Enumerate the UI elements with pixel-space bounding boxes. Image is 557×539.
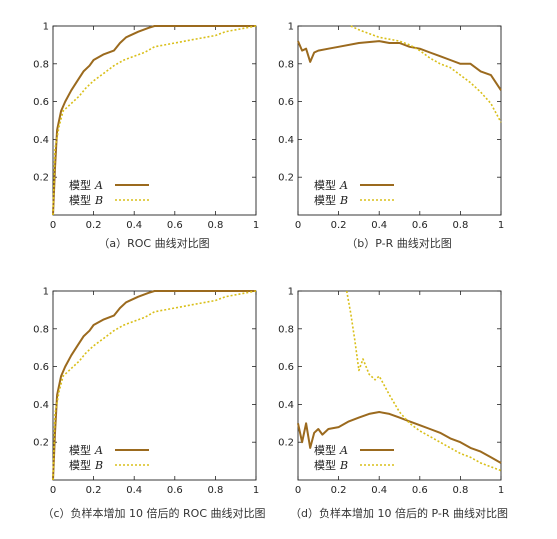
legend-variable: A — [339, 444, 348, 457]
y-tick-label: 0.2 — [278, 438, 294, 449]
x-tick-label: 0.8 — [452, 220, 468, 231]
x-tick-label: 0 — [50, 220, 56, 231]
y-tick-label: 0.4 — [33, 400, 49, 411]
legend-variable: A — [94, 444, 103, 457]
y-tick-label: 0.6 — [33, 97, 49, 108]
y-tick-label: 1 — [43, 287, 49, 298]
series-line-a — [297, 40, 502, 91]
y-tick-label: 0.8 — [278, 324, 294, 335]
y-tick-label: 0.2 — [33, 173, 49, 184]
x-tick-label: 0.2 — [331, 485, 347, 496]
x-tick-label: 1 — [498, 220, 504, 231]
series-line-b — [52, 290, 257, 481]
x-tick-label: 0.6 — [167, 220, 183, 231]
x-tick-label: 0.4 — [126, 220, 142, 231]
chart-panel-3: 0 0.2 0.4 0.6 0.8 1 0.2 0.4 0.6 0.8 1 模型 A模型 B （d）负样本增… — [278, 287, 508, 521]
x-tick-label: 0.8 — [452, 485, 468, 496]
legend-text: 模型 — [314, 458, 336, 472]
legend-variable: A — [94, 179, 103, 192]
y-tick-label: 0.6 — [278, 362, 294, 373]
y-tick-label: 1 — [288, 22, 294, 33]
series-line-b — [350, 25, 502, 123]
y-tick-label: 0.8 — [33, 59, 49, 70]
legend-label-1: 模型 B — [69, 193, 103, 207]
legend-variable: B — [339, 194, 348, 207]
legend-text: 模型 — [314, 178, 336, 192]
x-tick-label: 1 — [253, 485, 259, 496]
legend-text: 模型 — [69, 178, 91, 192]
panel-caption: （b）P-R 曲线对比图 — [346, 236, 451, 250]
legend-text: 模型 — [69, 193, 91, 207]
series-line-b — [52, 25, 257, 216]
x-tick-label: 0.6 — [412, 485, 428, 496]
legend-label-1: 模型 B — [69, 458, 103, 472]
x-tick-label: 0 — [295, 220, 301, 231]
x-tick-label: 0 — [295, 485, 301, 496]
x-tick-label: 0.2 — [86, 485, 102, 496]
y-tick-label: 1 — [43, 22, 49, 33]
x-tick-label: 0.8 — [207, 220, 223, 231]
x-tick-label: 0.2 — [86, 220, 102, 231]
y-tick-label: 0.4 — [33, 135, 49, 146]
legend-variable: A — [339, 179, 348, 192]
plot-frame — [297, 290, 502, 481]
y-tick-label: 0.2 — [278, 173, 294, 184]
x-tick-label: 0.6 — [167, 485, 183, 496]
legend-label-0: 模型 A — [69, 178, 103, 192]
series-line-b — [345, 290, 502, 472]
legend-variable: B — [339, 459, 348, 472]
y-tick-label: 0.4 — [278, 135, 294, 146]
legend-label-0: 模型 A — [69, 443, 103, 457]
plot-frame — [297, 25, 502, 216]
y-tick-label: 0.8 — [278, 59, 294, 70]
y-tick-label: 0.8 — [33, 324, 49, 335]
legend-text: 模型 — [69, 458, 91, 472]
legend-text: 模型 — [314, 443, 336, 457]
x-tick-label: 0.8 — [207, 485, 223, 496]
legend-label-0: 模型 A — [314, 178, 348, 192]
x-tick-label: 0.6 — [412, 220, 428, 231]
y-tick-label: 0.6 — [278, 97, 294, 108]
chart-panel-0: 0 0.2 0.4 0.6 0.8 1 0.2 0.4 0.6 0.8 1 模型 A模型 B （a）ROC … — [33, 22, 259, 251]
series-line-a — [297, 411, 502, 464]
panel-caption: （a）ROC 曲线对比图 — [98, 236, 209, 250]
legend-variable: B — [94, 459, 103, 472]
x-tick-label: 1 — [253, 220, 259, 231]
series-line-a — [52, 25, 256, 216]
series-line-a — [52, 290, 256, 481]
legend-label-1: 模型 B — [314, 458, 348, 472]
legend-label-0: 模型 A — [314, 443, 348, 457]
legend-label-1: 模型 B — [314, 193, 348, 207]
y-tick-label: 0.4 — [278, 400, 294, 411]
x-tick-label: 0.2 — [331, 220, 347, 231]
panel-caption: （d）负样本增加 10 倍后的 P-R 曲线对比图 — [290, 506, 508, 520]
x-tick-label: 0 — [50, 485, 56, 496]
chart-panel-2: 0 0.2 0.4 0.6 0.8 1 0.2 0.4 0.6 0.8 1 模型 A模型 B （c）负样本增… — [33, 287, 265, 521]
legend-text: 模型 — [314, 193, 336, 207]
y-tick-label: 0.2 — [33, 438, 49, 449]
panel-caption: （c）负样本增加 10 倍后的 ROC 曲线对比图 — [42, 506, 265, 520]
legend-variable: B — [94, 194, 103, 207]
x-tick-label: 0.4 — [371, 485, 387, 496]
y-tick-label: 0.6 — [33, 362, 49, 373]
legend-text: 模型 — [69, 443, 91, 457]
chart-panel-1: 0 0.2 0.4 0.6 0.8 1 0.2 0.4 0.6 0.8 1 模型 A模型 B （b）P-R … — [278, 22, 504, 251]
y-tick-label: 1 — [288, 287, 294, 298]
x-tick-label: 0.4 — [371, 220, 387, 231]
x-tick-label: 0.4 — [126, 485, 142, 496]
x-tick-label: 1 — [498, 485, 504, 496]
